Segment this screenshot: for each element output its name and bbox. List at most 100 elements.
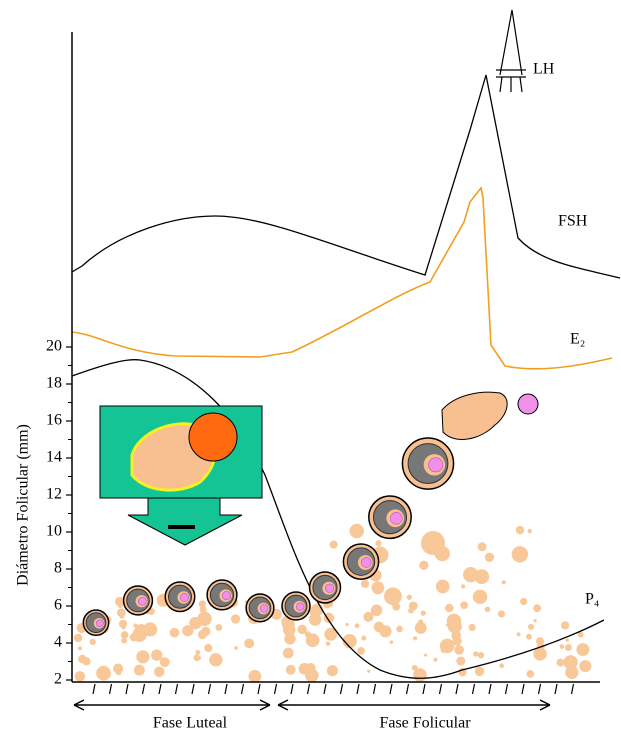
follicle — [246, 594, 274, 622]
small-follicle — [372, 581, 385, 594]
small-follicle — [118, 603, 123, 608]
x-tick — [456, 684, 458, 694]
x-tick — [572, 684, 574, 694]
oocyte — [390, 512, 402, 524]
small-follicle — [526, 634, 532, 640]
small-follicle — [421, 610, 426, 615]
small-follicle — [121, 631, 129, 639]
small-follicle — [528, 624, 534, 630]
small-follicle — [136, 650, 149, 663]
oocyte — [296, 603, 304, 611]
x-tick — [555, 684, 557, 694]
small-follicle — [327, 630, 337, 640]
oocyte — [325, 584, 334, 593]
follicle — [402, 438, 453, 489]
small-follicle — [478, 652, 484, 658]
follicle — [165, 582, 195, 612]
small-follicle — [170, 628, 180, 638]
x-tick — [192, 684, 194, 694]
small-follicle — [556, 659, 564, 667]
small-follicle — [297, 625, 306, 634]
x-tick — [374, 684, 376, 694]
x-tick — [258, 684, 260, 694]
y-tick-label: 2 — [54, 671, 62, 688]
x-tick — [275, 684, 277, 694]
x-tick — [407, 684, 409, 694]
x-tick — [423, 684, 425, 694]
small-follicle — [143, 622, 157, 636]
small-follicle — [499, 663, 504, 668]
x-tick — [159, 684, 161, 694]
small-follicle — [361, 580, 369, 588]
small-follicle — [299, 663, 311, 675]
x-tick — [539, 684, 541, 694]
x-tick — [324, 684, 326, 694]
e2-label: E₂ — [570, 331, 585, 348]
small-follicle — [283, 648, 294, 659]
y-tick-label: 10 — [46, 523, 62, 540]
fsh-lh-curve — [72, 75, 620, 278]
small-follicle — [517, 632, 521, 636]
small-follicle — [191, 620, 199, 628]
small-follicle — [485, 553, 494, 562]
follicle — [83, 610, 108, 635]
x-tick — [390, 684, 392, 694]
small-follicle — [408, 608, 414, 614]
y-tick-label: 20 — [46, 338, 62, 355]
x-tick — [209, 684, 211, 694]
small-follicle — [452, 636, 461, 645]
small-follicle — [248, 670, 261, 683]
x-tick — [440, 684, 442, 694]
small-follicle — [201, 627, 210, 636]
small-follicle — [234, 646, 238, 650]
small-follicle — [440, 639, 455, 654]
small-follicle — [120, 614, 125, 619]
y-tick-label: 18 — [46, 375, 62, 392]
small-follicle — [355, 623, 360, 628]
small-follicle — [121, 638, 127, 644]
small-follicle — [396, 626, 403, 633]
small-follicle — [116, 669, 122, 675]
small-follicle — [561, 621, 569, 629]
small-follicle — [215, 624, 222, 631]
oocyte — [222, 591, 230, 599]
small-follicle — [502, 580, 506, 584]
small-follicle — [133, 623, 137, 627]
small-follicle — [433, 658, 437, 662]
follicle — [310, 572, 341, 603]
y-tick-label: 8 — [54, 560, 62, 577]
small-follicle — [407, 595, 412, 600]
y-tick-label: 14 — [46, 449, 62, 466]
y-tick-label: 4 — [54, 634, 62, 651]
down-arrow — [128, 498, 242, 545]
luteal-label: Fase Luteal — [153, 715, 228, 732]
small-follicle — [578, 632, 584, 638]
small-follicle — [361, 635, 366, 640]
small-follicle — [367, 670, 370, 673]
lh-label: LH — [533, 61, 555, 78]
small-follicle — [374, 622, 385, 633]
luteal-arrow — [74, 700, 270, 710]
x-tick — [489, 684, 491, 694]
x-tick — [176, 684, 178, 694]
y-tick-label: 12 — [46, 486, 62, 503]
small-follicle — [78, 646, 82, 650]
x-tick — [225, 684, 227, 694]
small-follicle — [564, 655, 578, 669]
small-follicle — [190, 629, 193, 632]
small-follicle — [419, 561, 428, 570]
x-tick — [126, 684, 128, 694]
small-follicle — [74, 634, 83, 643]
x-tick — [291, 684, 293, 694]
small-follicle — [387, 628, 391, 632]
small-follicle — [309, 613, 321, 625]
small-follicle — [415, 622, 427, 634]
x-tick — [341, 684, 343, 694]
y-axis-label: Diámetro Folicular (mm) — [15, 424, 32, 586]
small-follicle — [375, 540, 381, 546]
small-follicle — [485, 607, 491, 613]
small-follicle — [461, 584, 465, 588]
regressing-follicle — [189, 413, 237, 461]
small-follicle — [520, 598, 527, 605]
oocyte — [260, 605, 268, 613]
